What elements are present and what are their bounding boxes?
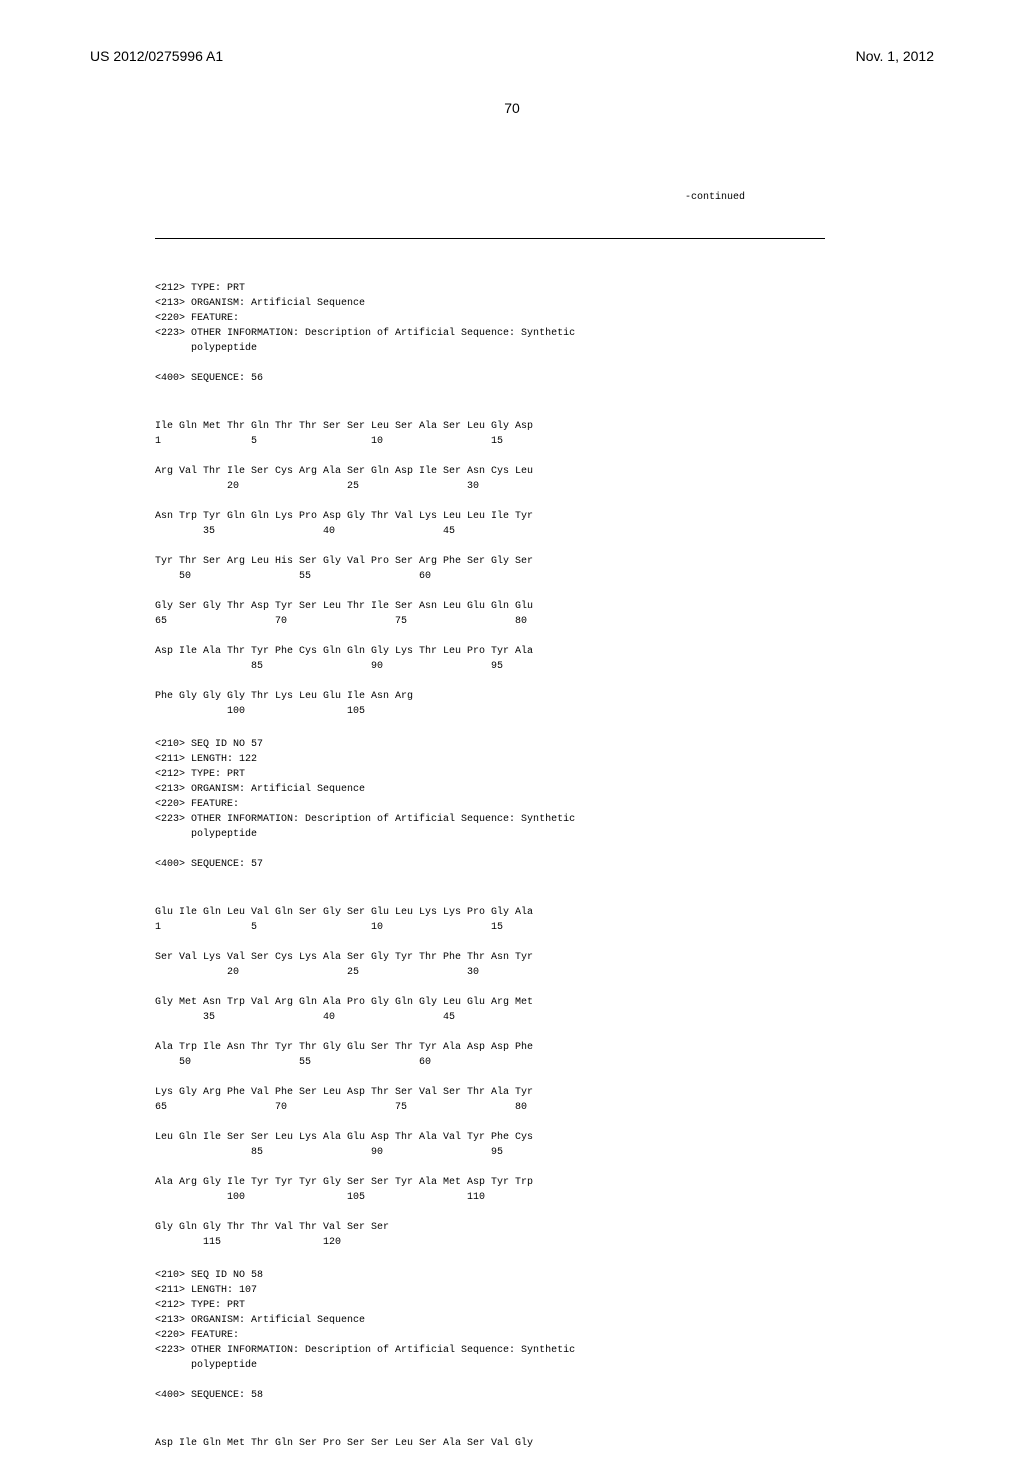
sequence-content: -continued <212> TYPE: PRT <213> ORGANIS… xyxy=(155,160,825,1484)
divider-line xyxy=(155,238,825,239)
patent-date: Nov. 1, 2012 xyxy=(856,48,934,64)
seq-block: <212> TYPE: PRT <213> ORGANISM: Artifici… xyxy=(155,281,825,386)
seq-block: Ile Gln Met Thr Gln Thr Thr Ser Ser Leu … xyxy=(155,404,825,719)
page-number: 70 xyxy=(504,100,520,116)
patent-number: US 2012/0275996 A1 xyxy=(90,48,223,64)
seq-block: <210> SEQ ID NO 57 <211> LENGTH: 122 <21… xyxy=(155,737,825,872)
seq-block: <210> SEQ ID NO 58 <211> LENGTH: 107 <21… xyxy=(155,1268,825,1403)
seq-block: Asp Ile Gln Met Thr Gln Ser Pro Ser Ser … xyxy=(155,1421,825,1451)
sequence-blocks: <212> TYPE: PRT <213> ORGANISM: Artifici… xyxy=(155,281,825,1451)
continued-label: -continued xyxy=(155,190,825,205)
seq-block: Glu Ile Gln Leu Val Gln Ser Gly Ser Glu … xyxy=(155,890,825,1250)
